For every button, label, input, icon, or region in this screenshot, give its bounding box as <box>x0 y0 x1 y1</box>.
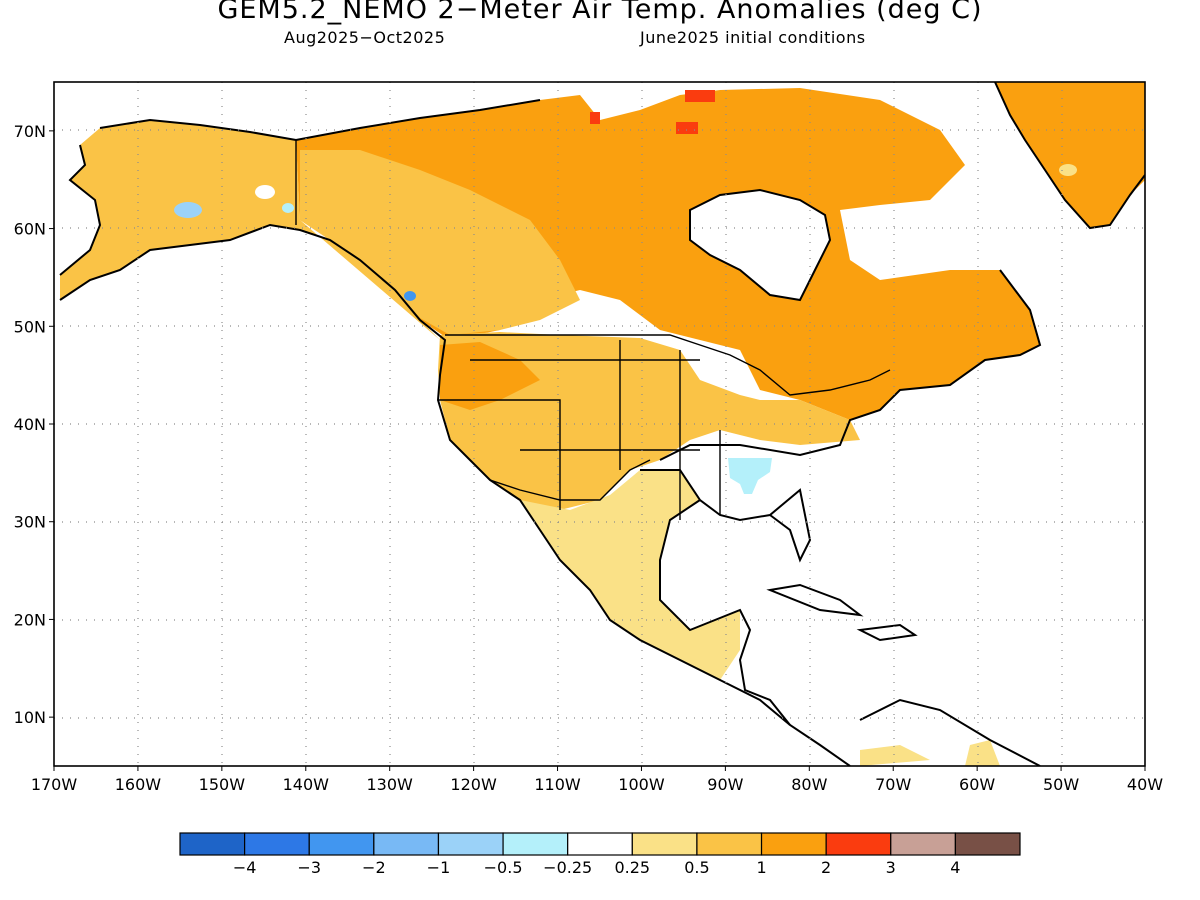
lon-tick-label: 130W <box>367 775 414 794</box>
colorbar-label: −0.5 <box>484 858 523 877</box>
map-title: GEM5.2_NEMO 2−Meter Air Temp. Anomalies … <box>217 0 983 25</box>
colorbar-swatch <box>437 832 504 856</box>
lon-tick-label: 170W <box>31 775 78 794</box>
coastlines <box>59 82 1145 766</box>
colorbar-label: −0.25 <box>543 858 592 877</box>
colorbar-swatch <box>760 832 827 856</box>
colorbar-swatch <box>954 832 1021 856</box>
initial-conditions: June2025 initial conditions <box>640 28 866 47</box>
lon-tick-label: 40W <box>1127 775 1163 794</box>
colorbar-label: −4 <box>233 858 257 877</box>
colorbar-label: 2 <box>821 858 831 877</box>
colorbar-swatch <box>631 832 698 856</box>
forecast-period: Aug2025−Oct2025 <box>284 28 446 47</box>
longitude-axis: 170W 160W 150W 140W 130W 120W 110W 100W 90W 80W 70… <box>31 766 1163 794</box>
lat-tick-label: 20N <box>14 610 46 629</box>
colorbar-swatch <box>696 832 763 856</box>
lat-tick-label: 70N <box>14 122 46 141</box>
colorbar: −4 −3 −2 −1 −0.5 −0.25 0.25 0.5 1 2 3 4 <box>179 832 1021 877</box>
colorbar-swatch <box>825 832 892 856</box>
colorbar-swatch <box>890 832 956 856</box>
colorbar-swatch <box>179 832 246 856</box>
borders <box>295 140 891 520</box>
colorbar-swatch <box>244 832 310 856</box>
lon-tick-label: 120W <box>450 775 497 794</box>
lat-tick-label: 30N <box>14 513 46 532</box>
colorbar-swatch <box>373 832 440 856</box>
lon-tick-label: 160W <box>115 775 162 794</box>
plot-area <box>54 82 1145 766</box>
colorbar-swatch <box>567 832 633 856</box>
colorbar-label: 3 <box>886 858 896 877</box>
colorbar-label: 0.25 <box>614 858 650 877</box>
colorbar-label: 4 <box>950 858 960 877</box>
latitude-axis: 10N 20N 30N 40N 50N 60N 70N <box>14 122 54 727</box>
colorbar-label: −1 <box>427 858 451 877</box>
colorbar-label: −3 <box>297 858 321 877</box>
lon-tick-label: 60W <box>959 775 995 794</box>
lon-tick-label: 140W <box>283 775 330 794</box>
lon-tick-label: 90W <box>707 775 743 794</box>
lon-tick-label: 50W <box>1043 775 1079 794</box>
lat-tick-label: 50N <box>14 317 46 336</box>
lon-tick-label: 70W <box>875 775 911 794</box>
colorbar-swatch <box>502 832 569 856</box>
lat-tick-label: 60N <box>14 220 46 239</box>
colorbar-label: −2 <box>362 858 386 877</box>
lon-tick-label: 150W <box>199 775 246 794</box>
lat-tick-label: 10N <box>14 708 46 727</box>
lat-tick-label: 40N <box>14 415 46 434</box>
lon-tick-label: 100W <box>618 775 665 794</box>
colorbar-label: 1 <box>756 858 766 877</box>
colorbar-swatch <box>308 832 375 856</box>
lon-tick-label: 80W <box>791 775 827 794</box>
lon-tick-label: 110W <box>534 775 581 794</box>
colorbar-label: 0.5 <box>684 858 709 877</box>
